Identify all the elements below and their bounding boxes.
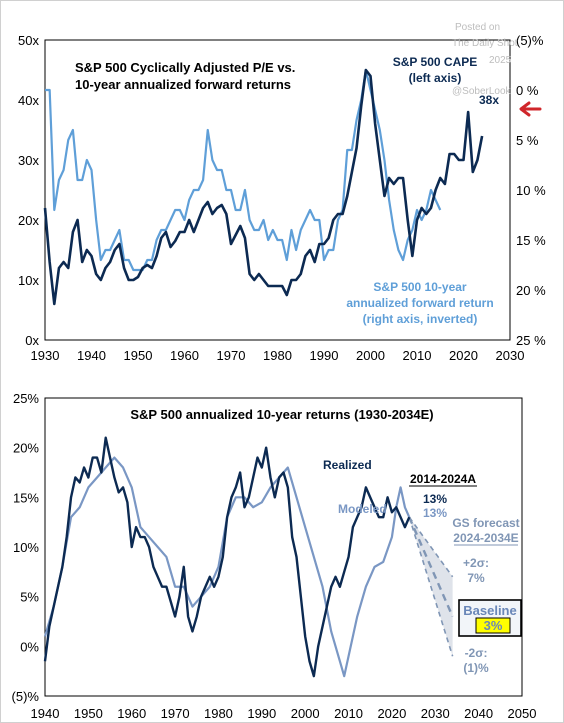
cape-label-line-2: (left axis): [409, 71, 462, 85]
x-tick-label: 2050: [508, 706, 537, 721]
realized-label: Realized: [323, 458, 372, 472]
cape-series-label: S&P 500 CAPE (left axis): [393, 55, 478, 85]
forecast-baseline-line: [408, 516, 454, 618]
bottom-y-axis: (5)% 0% 5% 10% 15% 20% 25%: [12, 391, 40, 704]
watermark-line-1: Posted on: [455, 22, 500, 33]
y-right-tick-label: 10 %: [516, 183, 546, 198]
forecast-upper-line: [408, 516, 454, 578]
modeled-end-value-label: 13%: [423, 506, 447, 520]
x-tick-label: 1960: [170, 348, 199, 363]
forecast-title: GS forecast 2024-2034E: [452, 516, 519, 545]
lower-bound-label: -2σ:: [465, 646, 488, 660]
top-y-axis-right: (5)% 0 % 5 % 10 % 15 % 20 % 25 %: [516, 33, 546, 348]
x-tick-label: 1930: [31, 348, 60, 363]
y-tick-label: 10%: [13, 540, 39, 555]
y-right-tick-label: 5 %: [516, 133, 539, 148]
x-tick-label: 1970: [161, 706, 190, 721]
y-left-tick-label: 0x: [25, 333, 39, 348]
lower-bound-value: (1)%: [463, 661, 489, 675]
x-tick-label: 1950: [74, 706, 103, 721]
x-tick-label: 2020: [449, 348, 478, 363]
y-tick-label: 5%: [20, 590, 39, 605]
x-tick-label: 1990: [247, 706, 276, 721]
y-right-tick-label: 20 %: [516, 283, 546, 298]
series-line-cape: [43, 68, 484, 306]
realized-end-value-label: 13%: [423, 492, 447, 506]
cape-label-line-1: S&P 500 CAPE: [393, 55, 478, 69]
x-tick-label: 2040: [464, 706, 493, 721]
forward-return-label-line-1: S&P 500 10-year: [373, 280, 467, 294]
forward-return-label-line-2: annualized forward return: [346, 296, 493, 310]
x-tick-label: 2000: [356, 348, 385, 363]
watermark-line-3: 2025: [489, 55, 512, 66]
x-tick-label: 2020: [377, 706, 406, 721]
bottom-chart: S&P 500 annualized 10-year returns (1930…: [12, 391, 537, 721]
top-y-axis-left: 0x 10x 20x 30x 40x 50x: [18, 33, 39, 348]
modeled-label: Modeled: [338, 502, 387, 516]
y-left-tick-label: 10x: [18, 273, 39, 288]
y-right-tick-label: 15 %: [516, 233, 546, 248]
top-title: S&P 500 Cyclically Adjusted P/E vs. 10-y…: [75, 60, 295, 92]
x-tick-label: 2030: [421, 706, 450, 721]
y-left-tick-label: 40x: [18, 93, 39, 108]
x-tick-label: 1980: [263, 348, 292, 363]
watermark-line-2: The Daily Shot: [452, 38, 518, 49]
watermark: Posted on The Daily Shot 2025 @SoberLook: [452, 22, 518, 97]
upper-bound-value: 7%: [467, 571, 485, 585]
bottom-x-axis: 1940 1950 1960 1970 1980 1990 2000 2010 2020 2030…: [31, 706, 537, 721]
forecast-title-line-2: 2024-2034E: [453, 531, 518, 545]
top-plot-frame: [44, 39, 511, 341]
y-tick-label: (5)%: [12, 689, 40, 704]
upper-bound-label: +2σ:: [463, 556, 489, 570]
red-arrow-icon: [519, 101, 542, 117]
baseline-label: Baseline: [463, 603, 516, 618]
x-tick-label: 1950: [124, 348, 153, 363]
y-right-tick-label: (5)%: [516, 33, 544, 48]
x-tick-label: 1940: [31, 706, 60, 721]
forecast-title-line-1: GS forecast: [452, 516, 519, 530]
bottom-title: S&P 500 annualized 10-year returns (1930…: [130, 407, 433, 422]
y-tick-label: 15%: [13, 490, 39, 505]
bottom-plot-frame: [44, 397, 523, 697]
x-tick-label: 2010: [334, 706, 363, 721]
top-chart: S&P 500 Cyclically Adjusted P/E vs. 10-y…: [18, 33, 546, 363]
x-tick-label: 2010: [403, 348, 432, 363]
period-label: 2014-2024A: [410, 472, 476, 486]
cape-end-value-label: 38x: [479, 93, 499, 107]
y-tick-label: 20%: [13, 441, 39, 456]
x-tick-label: 2000: [291, 706, 320, 721]
forward-return-series-label: S&P 500 10-year annualized forward retur…: [346, 280, 493, 326]
y-right-tick-label: 0 %: [516, 83, 539, 98]
y-tick-label: 0%: [20, 639, 39, 654]
baseline-value: 3%: [484, 618, 503, 633]
x-tick-label: 1970: [217, 348, 246, 363]
x-tick-label: 1990: [310, 348, 339, 363]
x-tick-label: 1980: [204, 706, 233, 721]
watermark-line-4: @SoberLook: [452, 86, 512, 97]
y-left-tick-label: 30x: [18, 153, 39, 168]
top-title-line-1: S&P 500 Cyclically Adjusted P/E vs.: [75, 60, 295, 75]
y-tick-label: 25%: [13, 391, 39, 406]
x-tick-label: 2030: [496, 348, 525, 363]
top-title-line-2: 10-year annualized forward returns: [75, 77, 291, 92]
forecast-lower-line: [408, 516, 454, 657]
top-x-axis: 1930 1940 1950 1960 1970 1980 1990 2000 2010 2020…: [31, 348, 525, 363]
y-right-tick-label: 25 %: [516, 333, 546, 348]
series-line-realized: [43, 436, 411, 678]
baseline-highlight: [475, 617, 511, 634]
x-tick-label: 1940: [77, 348, 106, 363]
x-tick-label: 1960: [117, 706, 146, 721]
forward-return-label-line-3: (right axis, inverted): [363, 312, 478, 326]
y-left-tick-label: 20x: [18, 213, 39, 228]
y-left-tick-label: 50x: [18, 33, 39, 48]
